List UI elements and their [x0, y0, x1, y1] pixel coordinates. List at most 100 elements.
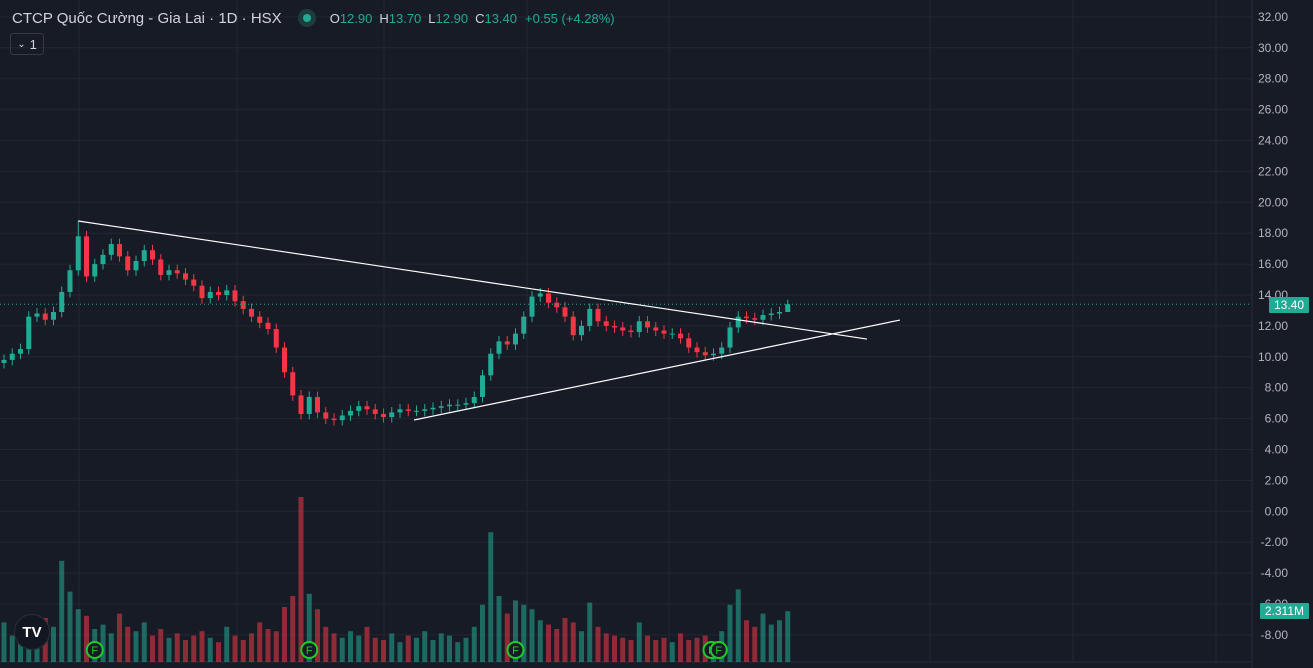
candle-body	[414, 410, 419, 412]
candle-body	[108, 244, 114, 255]
y-tick-label: 28.00	[1258, 72, 1288, 86]
volume-bar	[125, 626, 131, 662]
volume-bar	[100, 624, 106, 662]
candle-body	[224, 290, 230, 295]
candle-body	[381, 413, 386, 418]
y-tick-label: 18.00	[1258, 226, 1288, 240]
volume-bar	[356, 635, 362, 662]
volume-bar	[430, 640, 436, 662]
chevron-down-icon: ⌄	[17, 38, 26, 50]
volume-bar	[546, 624, 551, 662]
tradingview-logo[interactable]: TV	[14, 614, 50, 650]
volume-bar	[265, 629, 271, 662]
candle-body	[768, 313, 774, 316]
volume-bar	[686, 640, 692, 662]
volume-bar	[364, 626, 370, 662]
candle-body	[372, 409, 378, 414]
volume-bar	[282, 607, 287, 662]
candle-body	[521, 316, 527, 334]
volume-bar	[108, 633, 114, 662]
candle-body	[546, 293, 551, 303]
candle-body	[480, 375, 485, 397]
volume-bar	[744, 620, 749, 662]
candle-body	[422, 409, 428, 411]
candle-body	[18, 349, 23, 354]
candle-body	[92, 264, 98, 277]
close-value: 13.40	[484, 10, 518, 26]
volume-bar	[645, 635, 650, 662]
volume-bar	[224, 626, 230, 662]
volume-bar	[174, 633, 180, 662]
candle-body	[686, 338, 692, 348]
candle-body	[628, 330, 634, 333]
y-tick-label: 22.00	[1258, 164, 1288, 178]
volume-bar	[59, 560, 65, 662]
candle-body	[777, 311, 782, 314]
candle-body	[339, 415, 345, 421]
volume-bar	[521, 604, 527, 662]
candle-body	[645, 321, 650, 328]
candle-body	[719, 347, 725, 354]
volume-bar	[537, 620, 543, 662]
volume-bar	[133, 631, 139, 662]
candle-body	[257, 316, 263, 323]
collapse-indicators-button[interactable]: ⌄ 1	[10, 33, 44, 55]
volume-bar	[587, 602, 593, 662]
volume-bar	[331, 633, 337, 662]
volume-bar	[141, 622, 147, 662]
volume-bar	[9, 635, 15, 662]
volume-bar	[414, 637, 419, 662]
candle-body	[678, 333, 683, 339]
candle-body	[240, 301, 246, 309]
candle-body	[59, 291, 65, 312]
candle-body	[570, 316, 576, 336]
volume-bar	[75, 609, 81, 662]
volume-bar	[447, 635, 452, 662]
symbol-title[interactable]: CTCP Quốc Cường - Gia Lai · 1D · HSX	[12, 9, 282, 27]
low-key: L	[428, 10, 436, 26]
candle-body	[331, 418, 337, 421]
candle-body	[760, 315, 766, 320]
candle-body	[356, 406, 362, 411]
volume-bar	[570, 622, 576, 662]
candle-body	[537, 293, 543, 297]
volume-bar	[158, 629, 164, 662]
chart-legend: CTCP Quốc Cường - Gia Lai · 1D · HSX O12…	[12, 9, 615, 27]
candle-body	[603, 321, 609, 326]
volume-bar	[636, 622, 642, 662]
change-value: +0.55 (+4.28%)	[525, 10, 615, 26]
event-marker-icon	[506, 641, 525, 659]
candle-body	[504, 341, 510, 345]
volume-bar	[207, 637, 213, 662]
y-tick-label: -4.00	[1261, 566, 1289, 580]
candle-body	[405, 409, 411, 411]
volume-bar	[661, 637, 667, 662]
volume-bar	[727, 604, 733, 662]
candle-body	[513, 333, 518, 345]
candle-body	[183, 273, 188, 280]
candle-body	[438, 406, 444, 408]
market-status-icon	[297, 9, 316, 27]
candle-body	[735, 316, 741, 328]
candle-body	[133, 261, 139, 271]
candle-body	[117, 244, 122, 257]
high-key: H	[379, 10, 389, 26]
candle-body	[100, 254, 106, 265]
candle-body	[529, 296, 535, 317]
candle-body	[125, 256, 131, 271]
last-price-badge: 13.40	[1268, 297, 1309, 313]
volume-bar	[422, 631, 428, 662]
candle-body	[9, 353, 15, 360]
volume-bar	[603, 633, 609, 662]
candle-body	[430, 407, 436, 410]
y-tick-label: 4.00	[1265, 443, 1289, 457]
candle-body	[562, 307, 568, 317]
candle-body	[496, 341, 502, 354]
volume-bar	[455, 642, 461, 662]
candle-body	[42, 313, 48, 320]
volume-bar	[273, 631, 279, 662]
volume-bar	[529, 609, 535, 662]
candle-body	[158, 259, 164, 275]
volume-bar	[348, 631, 353, 662]
